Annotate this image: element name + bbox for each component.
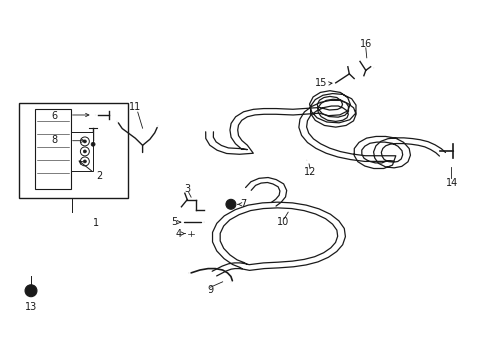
Text: 7: 7 [240, 199, 246, 209]
Text: 3: 3 [184, 184, 190, 194]
Bar [35, 109, 71, 189]
Circle shape [83, 150, 86, 153]
Text: 11: 11 [129, 102, 141, 112]
Text: 1: 1 [93, 218, 100, 228]
Text: 5: 5 [171, 217, 177, 227]
Text: 15: 15 [314, 78, 326, 88]
Bar [19, 103, 128, 198]
Text: 2: 2 [96, 171, 102, 181]
Circle shape [25, 285, 37, 297]
Circle shape [83, 140, 86, 143]
Text: 4: 4 [176, 229, 182, 239]
Circle shape [91, 142, 95, 146]
Text: 8: 8 [51, 135, 57, 145]
Text: 12: 12 [304, 167, 316, 177]
Text: 9: 9 [207, 285, 213, 295]
Circle shape [29, 289, 33, 293]
Circle shape [225, 199, 235, 209]
Text: 14: 14 [445, 178, 457, 188]
Text: 13: 13 [25, 302, 37, 312]
Circle shape [83, 160, 86, 163]
Bar [71, 132, 93, 171]
Circle shape [228, 202, 232, 206]
Text: 16: 16 [359, 39, 371, 49]
Text: 10: 10 [277, 217, 289, 227]
Text: 6: 6 [51, 111, 57, 121]
